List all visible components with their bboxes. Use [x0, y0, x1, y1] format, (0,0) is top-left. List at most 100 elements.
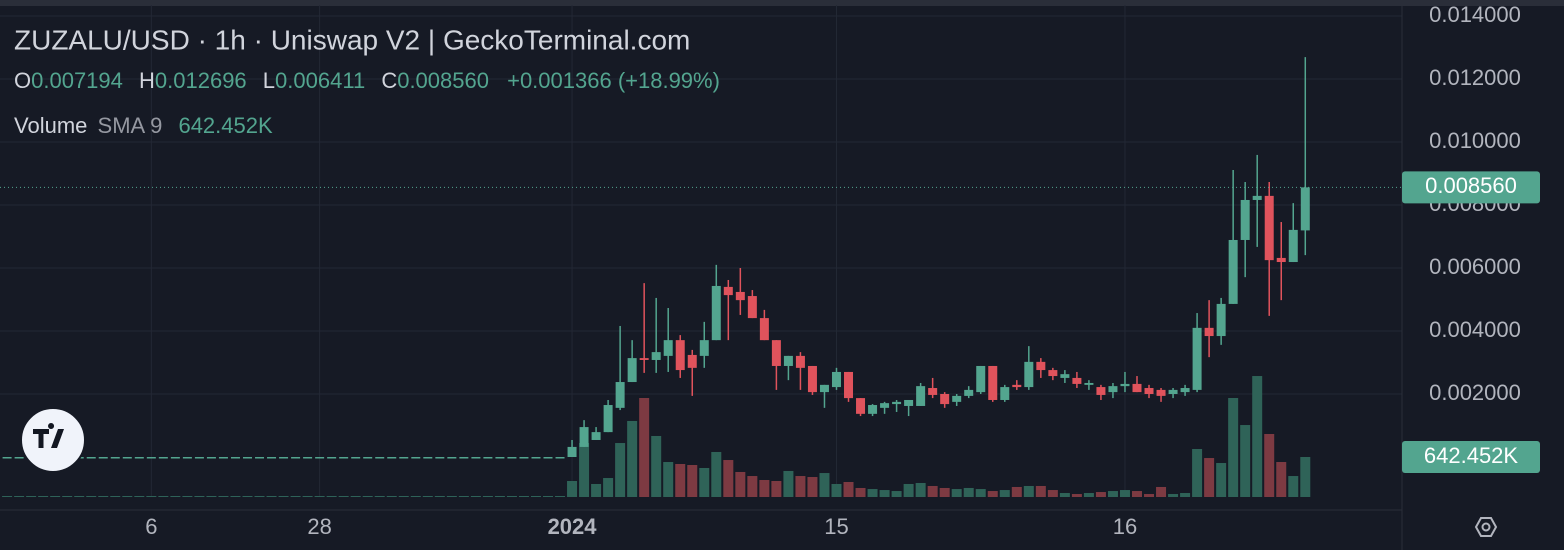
volume-bar — [675, 464, 686, 497]
volume-bar — [530, 496, 541, 497]
volume-bar — [98, 496, 109, 497]
volume-bar — [1156, 486, 1167, 497]
overlay: ZUZALU/USD · 1h · Uniswap V2 | GeckoTerm… — [14, 2, 1540, 539]
volume-bar — [230, 496, 241, 497]
ohlc-value: 0.007194 — [31, 68, 123, 93]
candle-body — [831, 371, 841, 388]
candle-body — [1252, 195, 1262, 200]
candle-body — [844, 371, 854, 399]
candle-body — [459, 456, 469, 459]
volume-bar — [62, 496, 73, 497]
volume-bar — [747, 476, 758, 497]
ohlc-key: C — [381, 68, 397, 93]
candle-body — [856, 398, 866, 414]
candle-body — [1216, 303, 1226, 337]
candle-body — [1192, 327, 1202, 390]
candle-body — [868, 405, 878, 414]
candle-body — [747, 296, 757, 319]
ohlc-value: 0.008560 — [397, 68, 489, 93]
ohlc-key: L — [263, 68, 275, 93]
volume-bar — [567, 480, 578, 497]
volume-bar — [735, 471, 746, 497]
volume-bar — [506, 496, 517, 497]
candle-body — [1120, 383, 1130, 387]
candle-body — [387, 456, 397, 459]
volume-bar — [122, 496, 133, 497]
x-tick-label: 28 — [307, 514, 331, 539]
candle-body — [615, 382, 625, 408]
volume-bar — [74, 496, 85, 497]
candle-body — [663, 340, 673, 356]
candle-body — [134, 456, 144, 459]
volume-bar — [687, 464, 698, 497]
volume-bar — [807, 477, 818, 497]
candle-body — [759, 318, 769, 341]
candle-body — [675, 340, 685, 371]
candle-body — [267, 456, 277, 459]
volume-bar — [639, 398, 650, 497]
volume-bar — [627, 420, 638, 497]
volume-label: 642.452K — [1424, 443, 1519, 468]
volume-bar — [1071, 494, 1082, 497]
volume-bar — [579, 443, 590, 497]
candle-body — [1000, 387, 1010, 400]
candle-body — [86, 456, 96, 459]
volume-bar — [999, 490, 1010, 497]
volume-bar — [711, 451, 722, 497]
candle-body — [988, 365, 998, 400]
volume-bar — [110, 496, 121, 497]
settings-button[interactable] — [1474, 517, 1498, 537]
price-label: 0.008560 — [1425, 173, 1517, 198]
candle-body — [507, 456, 517, 459]
volume-bar — [446, 496, 457, 497]
volume-bar — [963, 487, 974, 497]
volume-bar — [206, 496, 217, 497]
volume-bar — [843, 481, 854, 497]
volume-bar — [1168, 494, 1179, 497]
volume-bar — [146, 496, 157, 497]
top-band — [0, 0, 1564, 6]
volume-bar — [482, 496, 493, 497]
volume-bar — [518, 496, 529, 497]
change: +0.001366 (+18.99%) — [507, 68, 720, 93]
candle-body — [723, 286, 733, 296]
volume-bar — [266, 496, 277, 497]
volume-bar — [1011, 486, 1022, 497]
volume-bar — [1180, 493, 1191, 497]
candle-body — [399, 456, 409, 459]
candle-body — [279, 456, 289, 459]
volume-bar — [254, 496, 265, 497]
volume-bar — [1216, 463, 1227, 497]
volume-bar — [374, 496, 385, 497]
candle-body — [2, 456, 12, 459]
logo[interactable] — [20, 407, 86, 473]
volume-bar — [1240, 425, 1251, 497]
volume-bar — [603, 478, 614, 497]
volume-bar — [218, 496, 229, 497]
candle-body — [1264, 195, 1274, 261]
volume-bar — [723, 460, 734, 497]
volume-legend: Volume SMA 9 642.452K — [14, 113, 273, 138]
logo-circle[interactable] — [20, 407, 86, 473]
candle-body — [194, 456, 204, 459]
candle-body — [483, 456, 493, 459]
candle-body — [327, 456, 337, 459]
volume-bar — [410, 496, 421, 497]
settings-icon[interactable] — [1474, 517, 1498, 537]
sma-value: 642.452K — [178, 113, 273, 138]
plot-area — [0, 5, 1402, 497]
volume-bar — [398, 496, 409, 497]
candle-body — [807, 365, 817, 393]
volume-bar — [2, 496, 13, 497]
candle-body — [255, 456, 265, 459]
candle-body — [711, 285, 721, 341]
volume-bar — [939, 487, 950, 497]
volume-bar — [1131, 491, 1142, 497]
volume-bar — [1047, 490, 1058, 497]
candle-body — [555, 456, 565, 459]
y-tick-label: 0.010000 — [1429, 128, 1521, 153]
volume-label-box — [1402, 440, 1540, 473]
candle-body — [1204, 327, 1214, 337]
candle-body — [976, 365, 986, 393]
candle-body — [735, 291, 745, 301]
